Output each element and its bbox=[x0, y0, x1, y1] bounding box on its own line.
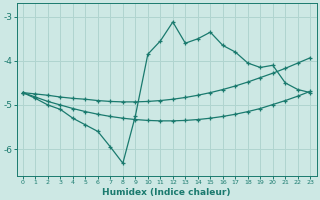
X-axis label: Humidex (Indice chaleur): Humidex (Indice chaleur) bbox=[102, 188, 231, 197]
